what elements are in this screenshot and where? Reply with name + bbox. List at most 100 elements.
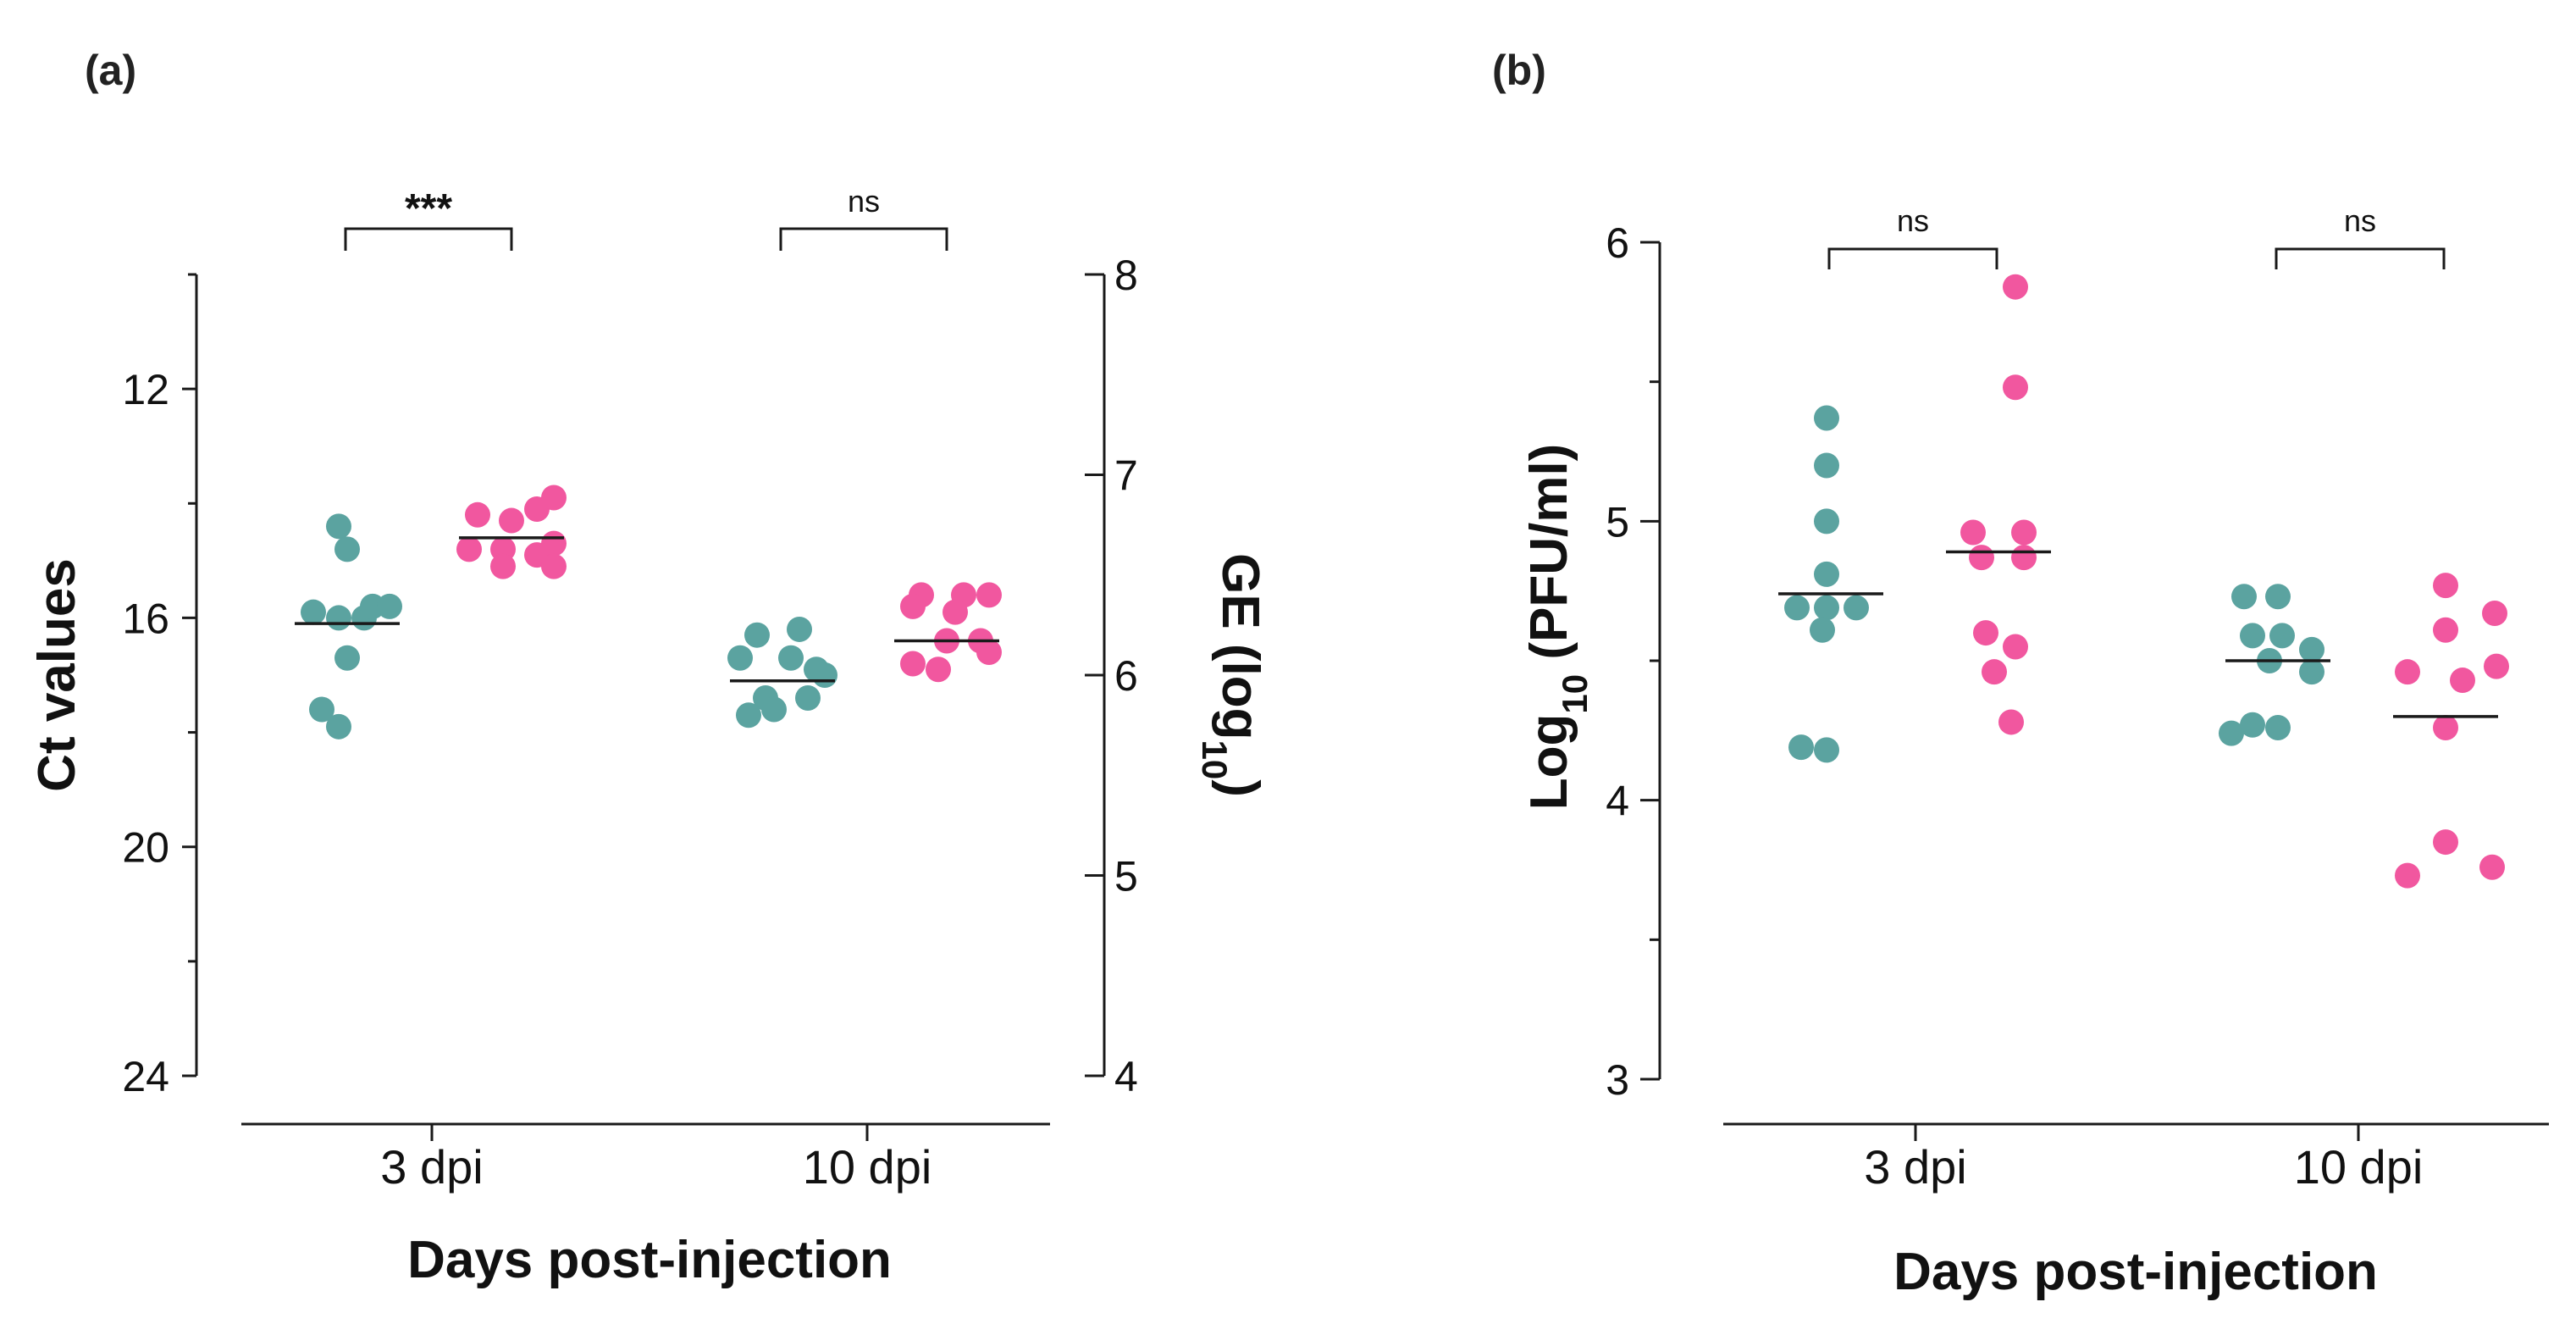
b-y-title: Log10 (PFU/ml) bbox=[1520, 444, 1595, 810]
a-point-group1-3dpi bbox=[301, 599, 326, 625]
a-sig-3dpi: *** bbox=[405, 186, 452, 231]
a-point-group2-3dpi bbox=[490, 553, 516, 579]
a-y-title: Ct values bbox=[28, 558, 86, 792]
a-point-group1-3dpi bbox=[326, 713, 351, 740]
a-point-group2-3dpi bbox=[465, 501, 490, 528]
b-y-title-sub: 10 bbox=[1555, 674, 1595, 714]
a-y-right-title-sub: 10 bbox=[1196, 740, 1235, 780]
b-point-group2-3dpi bbox=[2003, 374, 2028, 401]
a-y-right-title: GE (log10) bbox=[1196, 553, 1270, 797]
a-right-tick-label: 8 bbox=[1114, 252, 1138, 299]
a-point-group1-10dpi bbox=[736, 702, 761, 728]
b-point-group2-3dpi bbox=[1960, 519, 1986, 546]
b-point-group2-10dpi bbox=[2484, 653, 2509, 679]
b-point-group1-10dpi bbox=[2240, 623, 2265, 649]
b-point-group1-3dpi bbox=[1814, 737, 1839, 763]
b-point-group2-3dpi bbox=[1982, 659, 2007, 685]
b-point-group2-10dpi bbox=[2395, 659, 2420, 685]
b-point-group1-10dpi bbox=[2240, 712, 2265, 738]
b-point-group1-3dpi bbox=[1784, 595, 1810, 621]
b-point-group1-3dpi bbox=[1814, 405, 1839, 431]
a-point-group2-10dpi bbox=[900, 593, 926, 619]
b-point-group2-3dpi bbox=[2003, 634, 2028, 660]
b-ticks: 3 4 5 6 bbox=[1606, 219, 1660, 1104]
b-x-label-3dpi: 3 dpi bbox=[1864, 1140, 1966, 1194]
b-point-group2-3dpi bbox=[1969, 545, 1994, 571]
a-point-group2-3dpi bbox=[541, 530, 567, 557]
a-bracket-10dpi bbox=[779, 227, 948, 251]
a-point-group2-10dpi bbox=[976, 582, 1002, 608]
panel-a-label: (a) bbox=[85, 47, 136, 94]
a-point-group2-3dpi bbox=[541, 553, 567, 579]
a-point-group2-3dpi bbox=[456, 536, 482, 562]
a-left-tick-label: 24 bbox=[122, 1053, 169, 1100]
b-point-group1-10dpi bbox=[2265, 715, 2291, 741]
b-point-group2-10dpi bbox=[2433, 573, 2458, 599]
b-tick-label: 6 bbox=[1606, 219, 1629, 267]
b-tick-label: 5 bbox=[1606, 498, 1629, 546]
b-point-group2-10dpi bbox=[2479, 854, 2505, 880]
panel-b-label: (b) bbox=[1492, 47, 1546, 94]
b-y-title-rest: (PFU/ml) bbox=[1520, 444, 1578, 674]
a-point-group2-10dpi bbox=[900, 651, 926, 677]
a-right-tick-label: 5 bbox=[1114, 853, 1138, 900]
b-point-group1-3dpi bbox=[1788, 734, 1814, 761]
a-sig-10dpi: ns bbox=[848, 184, 880, 219]
a-right-tick-label: 7 bbox=[1114, 452, 1138, 500]
a-point-group1-10dpi bbox=[778, 645, 804, 671]
a-left-tick-label: 20 bbox=[122, 824, 169, 872]
b-point-group2-3dpi bbox=[2003, 274, 2028, 300]
a-right-ticks: 4 5 6 7 8 bbox=[1085, 252, 1138, 1100]
b-point-group2-3dpi bbox=[1998, 709, 2024, 735]
b-point-group2-3dpi bbox=[2011, 545, 2037, 571]
a-point-group2-3dpi bbox=[499, 507, 524, 534]
a-point-group1-10dpi bbox=[787, 616, 812, 642]
b-point-group1-10dpi bbox=[2219, 720, 2244, 746]
a-point-group1-10dpi bbox=[761, 696, 787, 723]
b-sig-10dpi: ns bbox=[2344, 203, 2376, 238]
b-points bbox=[1778, 274, 2509, 889]
b-point-group1-3dpi bbox=[1814, 508, 1839, 535]
a-left-ticks: 12 16 20 24 bbox=[122, 273, 196, 1100]
b-point-group1-3dpi bbox=[1814, 595, 1839, 621]
a-point-group1-3dpi bbox=[326, 605, 351, 631]
b-point-group2-10dpi bbox=[2450, 668, 2475, 694]
b-point-group2-10dpi bbox=[2433, 715, 2458, 741]
b-tick-label: 4 bbox=[1606, 778, 1629, 825]
a-x-label-3dpi: 3 dpi bbox=[380, 1140, 483, 1194]
a-point-group1-3dpi bbox=[377, 593, 402, 619]
b-point-group2-10dpi bbox=[2433, 617, 2458, 643]
b-point-group1-10dpi bbox=[2269, 623, 2295, 649]
b-point-group1-10dpi bbox=[2299, 636, 2324, 662]
b-sig-3dpi: ns bbox=[1897, 203, 1929, 238]
b-point-group2-3dpi bbox=[2011, 519, 2037, 546]
b-point-group2-10dpi bbox=[2395, 862, 2420, 889]
a-point-group1-10dpi bbox=[795, 685, 821, 712]
a-point-group2-3dpi bbox=[541, 485, 567, 511]
b-point-group1-10dpi bbox=[2265, 584, 2291, 610]
a-point-group1-10dpi bbox=[812, 662, 837, 688]
panel-a: (a) 12 16 20 24 4 5 6 7 8 3 dpi 10 dpi Days pos… bbox=[28, 47, 1269, 1289]
b-point-group1-10dpi bbox=[2299, 659, 2324, 685]
a-right-tick-label: 6 bbox=[1114, 652, 1138, 700]
a-point-group1-3dpi bbox=[334, 645, 360, 671]
a-x-title: Days post-injection bbox=[407, 1231, 892, 1289]
b-point-group2-10dpi bbox=[2482, 601, 2507, 627]
a-point-group2-10dpi bbox=[926, 656, 951, 683]
b-point-group1-3dpi bbox=[1844, 595, 1869, 621]
b-point-group1-3dpi bbox=[1810, 617, 1835, 643]
a-y-right-title-main: GE (log bbox=[1211, 553, 1269, 740]
b-x-label-10dpi: 10 dpi bbox=[2294, 1140, 2424, 1194]
b-point-group1-3dpi bbox=[1814, 452, 1839, 479]
b-bracket-3dpi bbox=[1827, 247, 1998, 269]
b-point-group2-3dpi bbox=[1973, 620, 1998, 646]
b-point-group1-3dpi bbox=[1814, 561, 1839, 587]
a-right-tick-label: 4 bbox=[1114, 1053, 1138, 1100]
a-point-group1-3dpi bbox=[309, 696, 334, 723]
a-bracket-3dpi bbox=[344, 227, 513, 251]
b-point-group2-10dpi bbox=[2433, 829, 2458, 856]
b-bracket-10dpi bbox=[2275, 247, 2446, 269]
a-point-group2-10dpi bbox=[943, 599, 968, 625]
a-point-group1-10dpi bbox=[727, 645, 753, 671]
